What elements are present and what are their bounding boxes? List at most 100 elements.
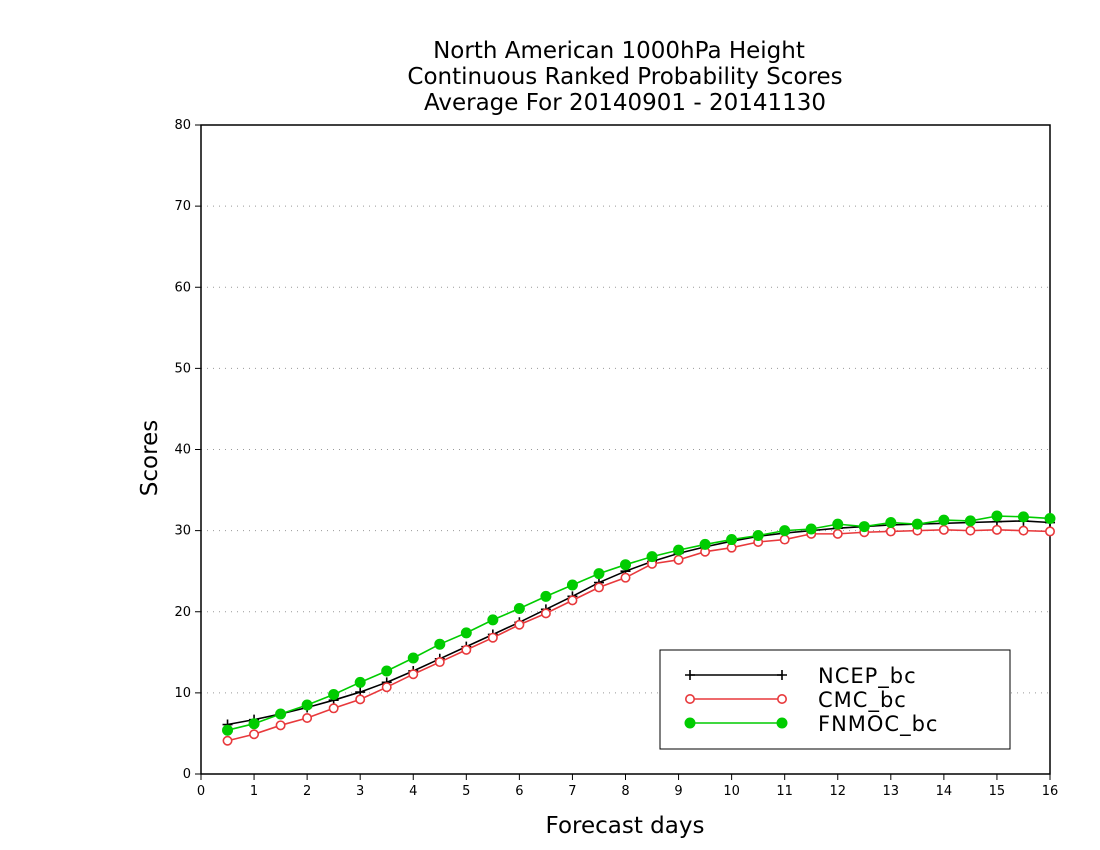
legend-item-fnmoc-bc: FNMOC_bc [684,712,938,737]
legend-label: FNMOC_bc [818,712,938,737]
data-point [593,582,604,593]
y-tick-label: 50 [174,361,191,376]
data-point [248,718,260,730]
data-point [673,544,685,556]
x-tick-label: 5 [462,784,470,799]
data-point [513,603,525,615]
y-axis-ticks: 0 10 20 30 40 50 60 70 80 [174,118,201,782]
y-axis-label: Scores [137,420,163,496]
y-tick-label: 20 [174,605,191,620]
chart-title-line-1: North American 1000hPa Height [433,38,805,64]
legend-item-cmc-bc: CMC_bc [684,688,907,713]
legend-label: CMC_bc [818,688,907,713]
data-point [593,568,605,580]
legend-item-ncep-bc: NCEP_bc [685,664,917,689]
y-tick-label: 10 [174,686,191,701]
data-point [885,526,896,537]
data-point [434,638,446,650]
data-point [646,551,658,563]
legend-marker-start [685,670,695,680]
data-point [1045,526,1056,537]
data-point [408,669,419,680]
data-point [328,688,340,700]
x-tick-label: 14 [936,784,953,799]
legend-marker-end [776,717,788,729]
x-tick-label: 4 [409,784,417,799]
data-point [1018,525,1029,536]
data-point [991,510,1003,522]
y-tick-label: 80 [174,118,191,133]
data-point [381,682,392,693]
data-point [461,644,472,655]
data-point [354,676,366,688]
x-tick-label: 11 [776,784,793,799]
x-tick-label: 12 [829,784,846,799]
data-point [938,524,949,535]
data-point [249,729,260,740]
legend-label: NCEP_bc [818,664,917,689]
y-tick-label: 70 [174,199,191,214]
x-tick-label: 15 [989,784,1006,799]
series-group [222,510,1056,746]
data-point [620,559,631,571]
data-point [328,703,339,714]
data-point [779,534,790,545]
data-point [540,608,551,619]
data-point [805,523,817,535]
data-point [222,735,233,746]
x-tick-label: 3 [356,784,364,799]
data-point [302,713,313,724]
chart-title-line-2: Continuous Ranked Probability Scores [407,64,842,90]
data-point [487,614,499,626]
data-point [566,579,578,591]
grid-lines [201,124,1050,694]
data-point [460,627,472,639]
data-point [275,720,286,731]
series-fnmoc-bc [222,510,1056,736]
data-point [726,534,738,546]
chart-title-line-3: Average For 20140901 - 20141130 [424,90,826,116]
data-point [752,529,764,541]
data-point [514,619,525,630]
data-point [487,632,498,643]
y-tick-label: 40 [174,443,191,458]
x-tick-label: 9 [674,784,682,799]
data-point [964,515,976,527]
data-point [991,524,1002,535]
data-point [911,518,923,530]
data-point [858,521,870,533]
data-point [832,518,844,530]
data-point [381,665,393,677]
y-tick-label: 30 [174,524,191,539]
series-cmc-bc [222,524,1056,746]
data-point [355,694,366,705]
legend-marker-end [776,693,787,704]
data-point [779,525,791,537]
x-axis-ticks: 0 1 2 3 4 5 6 7 8 9 10 11 12 13 14 15 16 [197,774,1058,799]
data-point [1017,511,1029,523]
x-axis-label: Forecast days [546,813,705,839]
data-point [567,595,578,606]
x-tick-label: 1 [250,784,258,799]
x-tick-label: 7 [568,784,576,799]
x-tick-label: 8 [621,784,629,799]
x-tick-label: 16 [1042,784,1059,799]
data-point [275,708,287,720]
data-point [222,724,234,736]
x-tick-label: 10 [723,784,740,799]
data-point [434,657,445,668]
y-tick-label: 60 [174,280,191,295]
data-point [673,554,684,565]
data-point [938,514,950,526]
data-point [1044,512,1056,524]
data-point [540,590,552,602]
data-point [832,528,843,539]
data-point [965,525,976,536]
data-point [699,538,711,550]
y-tick-label: 0 [183,767,191,782]
legend-marker-start [684,693,695,704]
legend-marker-start [684,717,696,729]
x-tick-label: 13 [883,784,900,799]
